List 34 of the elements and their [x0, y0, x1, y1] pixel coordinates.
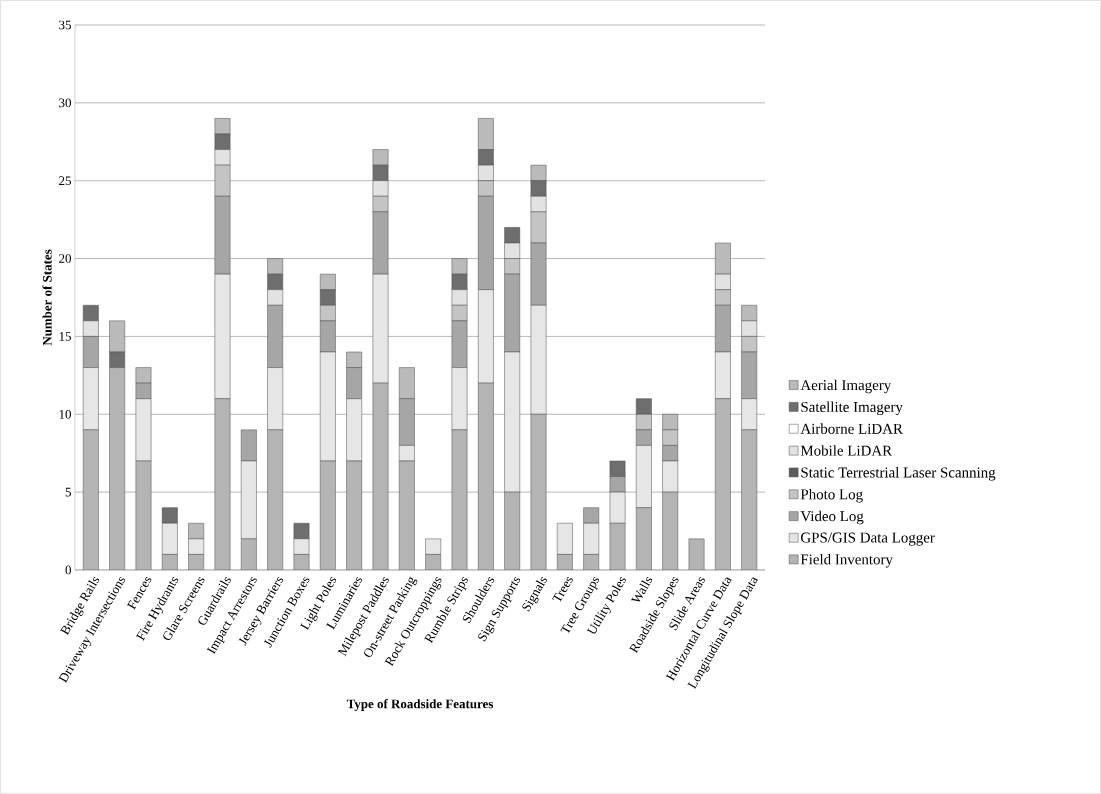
bar — [398, 460, 415, 570]
bar — [319, 460, 336, 570]
bar — [425, 538, 442, 555]
legend-label: GPS/GIS Data Logger — [801, 532, 935, 546]
bar — [267, 429, 284, 570]
bar — [556, 523, 573, 555]
legend-label: Photo Log — [800, 488, 863, 503]
bar — [109, 367, 126, 570]
y-tick-label: 30 — [59, 98, 71, 108]
bar — [346, 460, 363, 570]
y-tick-label: 0 — [65, 565, 71, 575]
legend-label: Video Log — [800, 510, 864, 525]
bar — [82, 429, 99, 570]
bar — [135, 460, 152, 570]
bar — [741, 429, 758, 570]
legend-label: Mobile LiDAR — [800, 445, 893, 456]
legend-label: Aerial Imagery — [800, 379, 892, 394]
bar — [714, 398, 731, 570]
bar — [530, 414, 547, 570]
legend-label: Satellite Imagery — [801, 401, 903, 416]
y-tick-label: 25 — [59, 176, 71, 186]
y-axis-title: Number of States — [42, 249, 52, 346]
y-tick-label: 15 — [59, 332, 71, 341]
y-tick-label: 10 — [59, 409, 71, 419]
bar — [451, 429, 468, 570]
legend-label: Airborne LiDAR — [800, 423, 903, 434]
x-axis-title: Type of Roadside Features — [346, 699, 494, 711]
legend-label: Static Terrestrial Laser Scanning — [801, 467, 996, 481]
y-tick-label: 20 — [59, 254, 71, 263]
bar — [635, 507, 652, 570]
y-tick-label: 35 — [59, 20, 71, 30]
bar — [477, 382, 494, 570]
legend-label: Field Inventory — [800, 553, 893, 568]
y-tick-label: 5 — [65, 487, 71, 497]
